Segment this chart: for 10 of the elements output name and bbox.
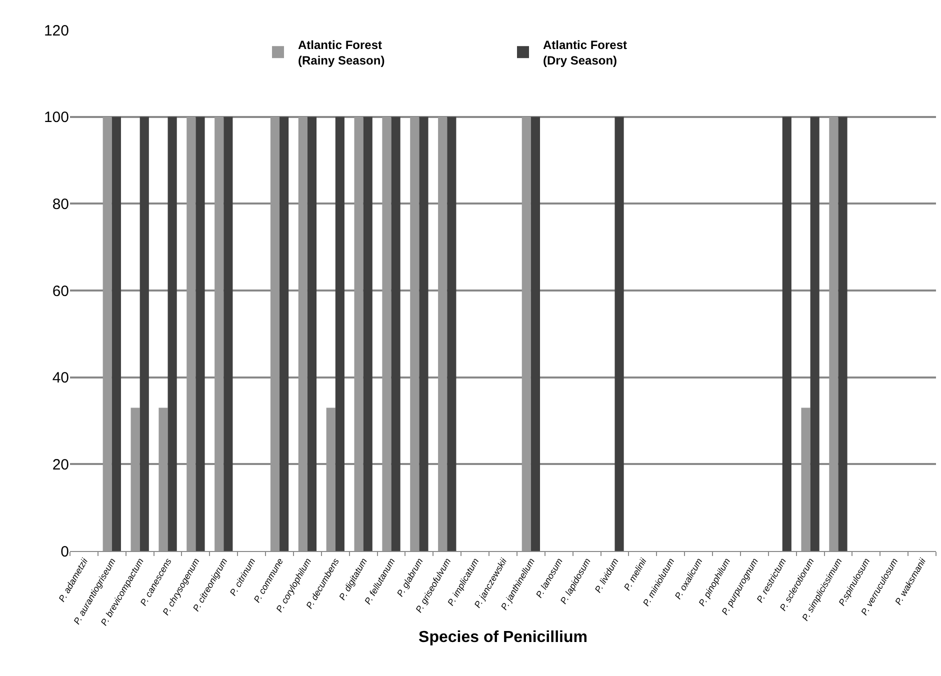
y-tick-label: 80 — [52, 196, 69, 213]
y-tick-label: 0 — [60, 543, 69, 560]
x-axis-title: Species of Penicillium — [418, 628, 588, 646]
legend-label: Atlantic Forest (Rainy Season) — [298, 38, 385, 68]
y-tick-label: 100 — [44, 109, 69, 126]
legend-label: Atlantic Forest (Dry Season) — [543, 38, 628, 68]
y-tick-label: 20 — [52, 456, 69, 474]
y-tick-label: 60 — [52, 282, 69, 300]
y-tick-label: 40 — [52, 370, 69, 387]
y-tick-label: 120 — [44, 22, 69, 40]
